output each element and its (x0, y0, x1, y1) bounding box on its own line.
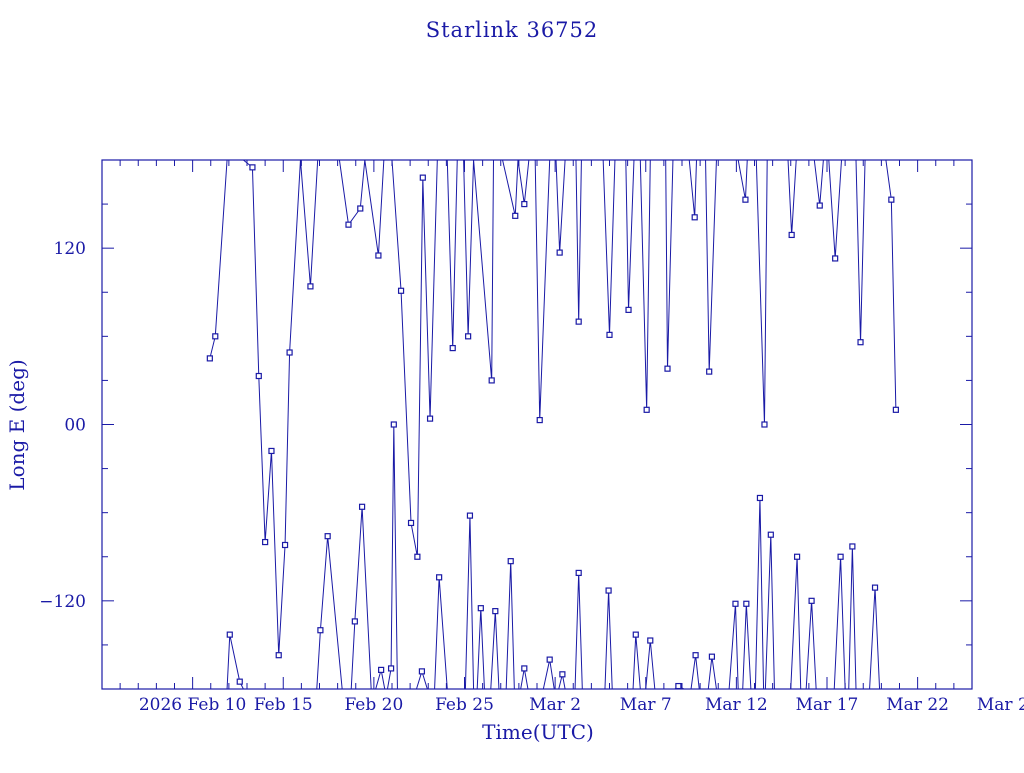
data-point-marker (358, 503, 366, 510)
series-line (226, 424, 881, 689)
data-point-marker (249, 164, 256, 171)
y-axis-ticks: 120 00 −120 (39, 203, 972, 646)
data-point-marker (892, 406, 899, 413)
data-point-marker (708, 653, 716, 660)
data-point-marker (317, 627, 324, 634)
series-layer (206, 160, 899, 689)
x-axis-ticks: 2026 Feb 10 Feb 15 Feb 20 Feb 25 Mar 2 Mar 7 M… (101, 160, 1024, 715)
data-point-marker (324, 533, 331, 540)
data-point-marker (357, 205, 364, 212)
data-point-marker (507, 558, 514, 565)
x-tick-label: 2026 Feb 10 (139, 695, 247, 715)
data-point-marker (625, 306, 632, 313)
data-point-marker (521, 200, 528, 208)
data-point-marker (397, 287, 405, 294)
data-point-marker (691, 214, 698, 221)
series-line (209, 160, 897, 656)
data-point-marker (743, 600, 750, 607)
data-point-marker (556, 249, 563, 256)
x-tick-label: Feb 15 (254, 695, 313, 715)
data-point-marker (436, 574, 443, 581)
data-point-marker (465, 333, 472, 340)
data-point-marker (414, 553, 421, 560)
x-tick-label: Feb 25 (435, 695, 494, 715)
x-tick-label: Mar 12 (705, 695, 768, 715)
data-point-marker (307, 283, 314, 290)
data-point-marker (407, 519, 415, 527)
data-point-marker (706, 368, 713, 375)
data-point-marker (732, 600, 739, 607)
data-point-marker (226, 631, 233, 638)
x-tick-label: Mar 27 (977, 695, 1024, 715)
data-point-marker (606, 331, 613, 338)
data-point-marker (837, 553, 844, 560)
data-point-marker (268, 447, 275, 455)
y-tick-label: −120 (39, 592, 86, 612)
data-point-marker (488, 377, 495, 384)
data-point-marker (521, 665, 528, 672)
data-point-marker (536, 416, 543, 424)
data-point-marker (605, 587, 612, 594)
data-point-marker (345, 221, 352, 228)
data-point-marker (449, 344, 456, 352)
data-point-marker (575, 318, 582, 325)
data-point-marker (832, 255, 839, 262)
data-point-marker (477, 605, 484, 612)
x-tick-label: Mar 7 (620, 695, 672, 715)
x-tick-label: Mar 17 (796, 695, 859, 715)
data-point-marker (262, 538, 269, 546)
data-point-marker (212, 333, 219, 340)
data-point-marker (793, 553, 801, 560)
data-point-marker (756, 494, 764, 502)
data-point-marker (816, 202, 823, 209)
chart-title: Starlink 36752 (426, 18, 599, 42)
data-point-marker (888, 196, 895, 203)
data-point-marker (767, 531, 774, 538)
data-point-marker (492, 608, 499, 615)
data-point-marker (275, 652, 282, 659)
data-point-marker (255, 372, 262, 380)
data-point-marker (788, 231, 795, 239)
data-point-marker (426, 415, 434, 422)
data-point-marker (692, 652, 699, 659)
data-point-marker (375, 252, 382, 259)
x-axis-label: Time(UTC) (482, 720, 594, 744)
data-point-marker (206, 355, 213, 362)
data-point-marker (761, 421, 768, 428)
data-point-marker (236, 678, 243, 685)
y-tick-label: 120 (54, 239, 86, 259)
data-point-marker (871, 584, 879, 591)
y-tick-label: 00 (64, 416, 86, 436)
x-tick-label: Feb 20 (344, 695, 403, 715)
data-point-marker (675, 682, 682, 689)
x-tick-label: Mar 22 (886, 695, 949, 715)
x-tick-label: Mar 2 (529, 695, 581, 715)
data-point-marker (849, 543, 856, 550)
data-point-marker (808, 597, 815, 604)
data-point-marker (575, 569, 582, 577)
data-point-marker (390, 421, 397, 428)
data-point-marker (512, 212, 519, 219)
data-point-marker (418, 668, 426, 675)
data-point-marker (647, 637, 654, 644)
data-point-marker (857, 339, 864, 346)
data-point-marker (643, 406, 650, 413)
data-point-marker (546, 656, 553, 663)
data-point-marker (742, 196, 749, 203)
data-point-marker (664, 365, 671, 372)
data-point-marker (466, 512, 474, 519)
data-point-marker (378, 666, 385, 674)
data-point-marker (419, 174, 426, 181)
data-point-marker (387, 665, 395, 672)
data-point-marker (632, 631, 639, 638)
data-point-marker (559, 671, 566, 678)
data-point-marker (351, 618, 358, 625)
data-point-marker (286, 349, 293, 356)
y-axis-label: Long E (deg) (5, 359, 29, 490)
data-point-marker (281, 541, 289, 549)
